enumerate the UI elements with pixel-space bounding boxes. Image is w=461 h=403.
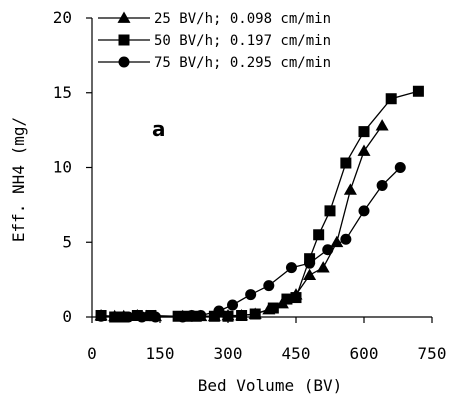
x-tick-label: 150 (146, 344, 175, 363)
panel-label: a (152, 117, 166, 141)
series-triangle (94, 119, 389, 322)
data-point-square (340, 157, 352, 169)
legend-marker-square (118, 34, 130, 46)
legend-label: 75 BV/h; 0.295 cm/min (154, 55, 331, 71)
data-point-circle (285, 262, 297, 274)
series-layer (94, 85, 424, 323)
legend-item: 50 BV/h; 0.197 cm/min (98, 33, 331, 49)
data-point-circle (122, 311, 134, 323)
legend-label: 50 BV/h; 0.197 cm/min (154, 33, 331, 49)
data-point-circle (227, 299, 239, 311)
x-axis-title: Bed Volume (BV) (198, 376, 343, 395)
data-point-circle (394, 162, 406, 173)
data-point-square (249, 308, 261, 320)
legend-marker-circle (118, 56, 130, 68)
data-point-triangle (330, 235, 344, 248)
data-point-circle (358, 205, 370, 217)
data-point-square (290, 292, 302, 304)
data-point-square (281, 293, 293, 305)
data-point-circle (149, 311, 161, 323)
axes: 0 150 300 450 600 750 0 5 10 15 20 (53, 8, 447, 363)
data-point-circle (213, 305, 225, 317)
series-line (101, 90, 419, 318)
data-point-circle (245, 289, 257, 301)
x-tick-label: 750 (418, 344, 447, 363)
data-point-circle (195, 310, 207, 322)
data-point-circle (95, 310, 107, 322)
y-tick-label: 20 (53, 8, 72, 27)
data-point-circle (322, 244, 334, 256)
data-point-circle (263, 280, 275, 292)
x-tick-label: 300 (214, 344, 243, 363)
data-point-square (208, 310, 220, 322)
legend-marker-triangle (117, 11, 131, 23)
data-point-square (358, 126, 370, 138)
data-point-square (222, 310, 234, 322)
legend: 25 BV/h; 0.098 cm/min 50 BV/h; 0.197 cm/m… (98, 11, 331, 71)
data-point-circle (109, 311, 121, 323)
data-point-circle (376, 179, 388, 191)
data-point-circle (340, 233, 352, 245)
legend-item: 25 BV/h; 0.098 cm/min (98, 11, 331, 27)
data-point-square (313, 229, 325, 241)
data-point-square (412, 85, 424, 97)
data-point-square (267, 302, 279, 314)
data-point-triangle (343, 183, 357, 195)
series-circle (95, 162, 406, 323)
legend-item: 75 BV/h; 0.295 cm/min (98, 55, 331, 71)
x-tick-label: 600 (350, 344, 379, 363)
data-point-triangle (316, 261, 330, 273)
data-point-circle (136, 311, 148, 323)
data-point-triangle (357, 144, 371, 156)
data-point-square (385, 93, 397, 105)
legend-label: 25 BV/h; 0.098 cm/min (154, 11, 331, 27)
y-tick-label: 0 (62, 307, 72, 326)
data-point-triangle (375, 119, 389, 131)
y-tick-label: 15 (53, 83, 72, 102)
data-point-circle (186, 310, 198, 322)
y-tick-label: 5 (62, 232, 72, 251)
data-point-square (324, 205, 336, 217)
data-point-square (236, 310, 248, 322)
data-point-triangle (303, 268, 317, 281)
data-point-circle (304, 257, 316, 269)
y-axis-title: Eff. NH4 (mg/ (9, 117, 28, 242)
y-tick-label: 10 (53, 158, 72, 177)
series-line (101, 125, 383, 317)
x-tick-label: 450 (282, 344, 311, 363)
series-square (95, 85, 424, 323)
data-point-circle (177, 311, 189, 323)
x-tick-label: 0 (87, 344, 97, 363)
